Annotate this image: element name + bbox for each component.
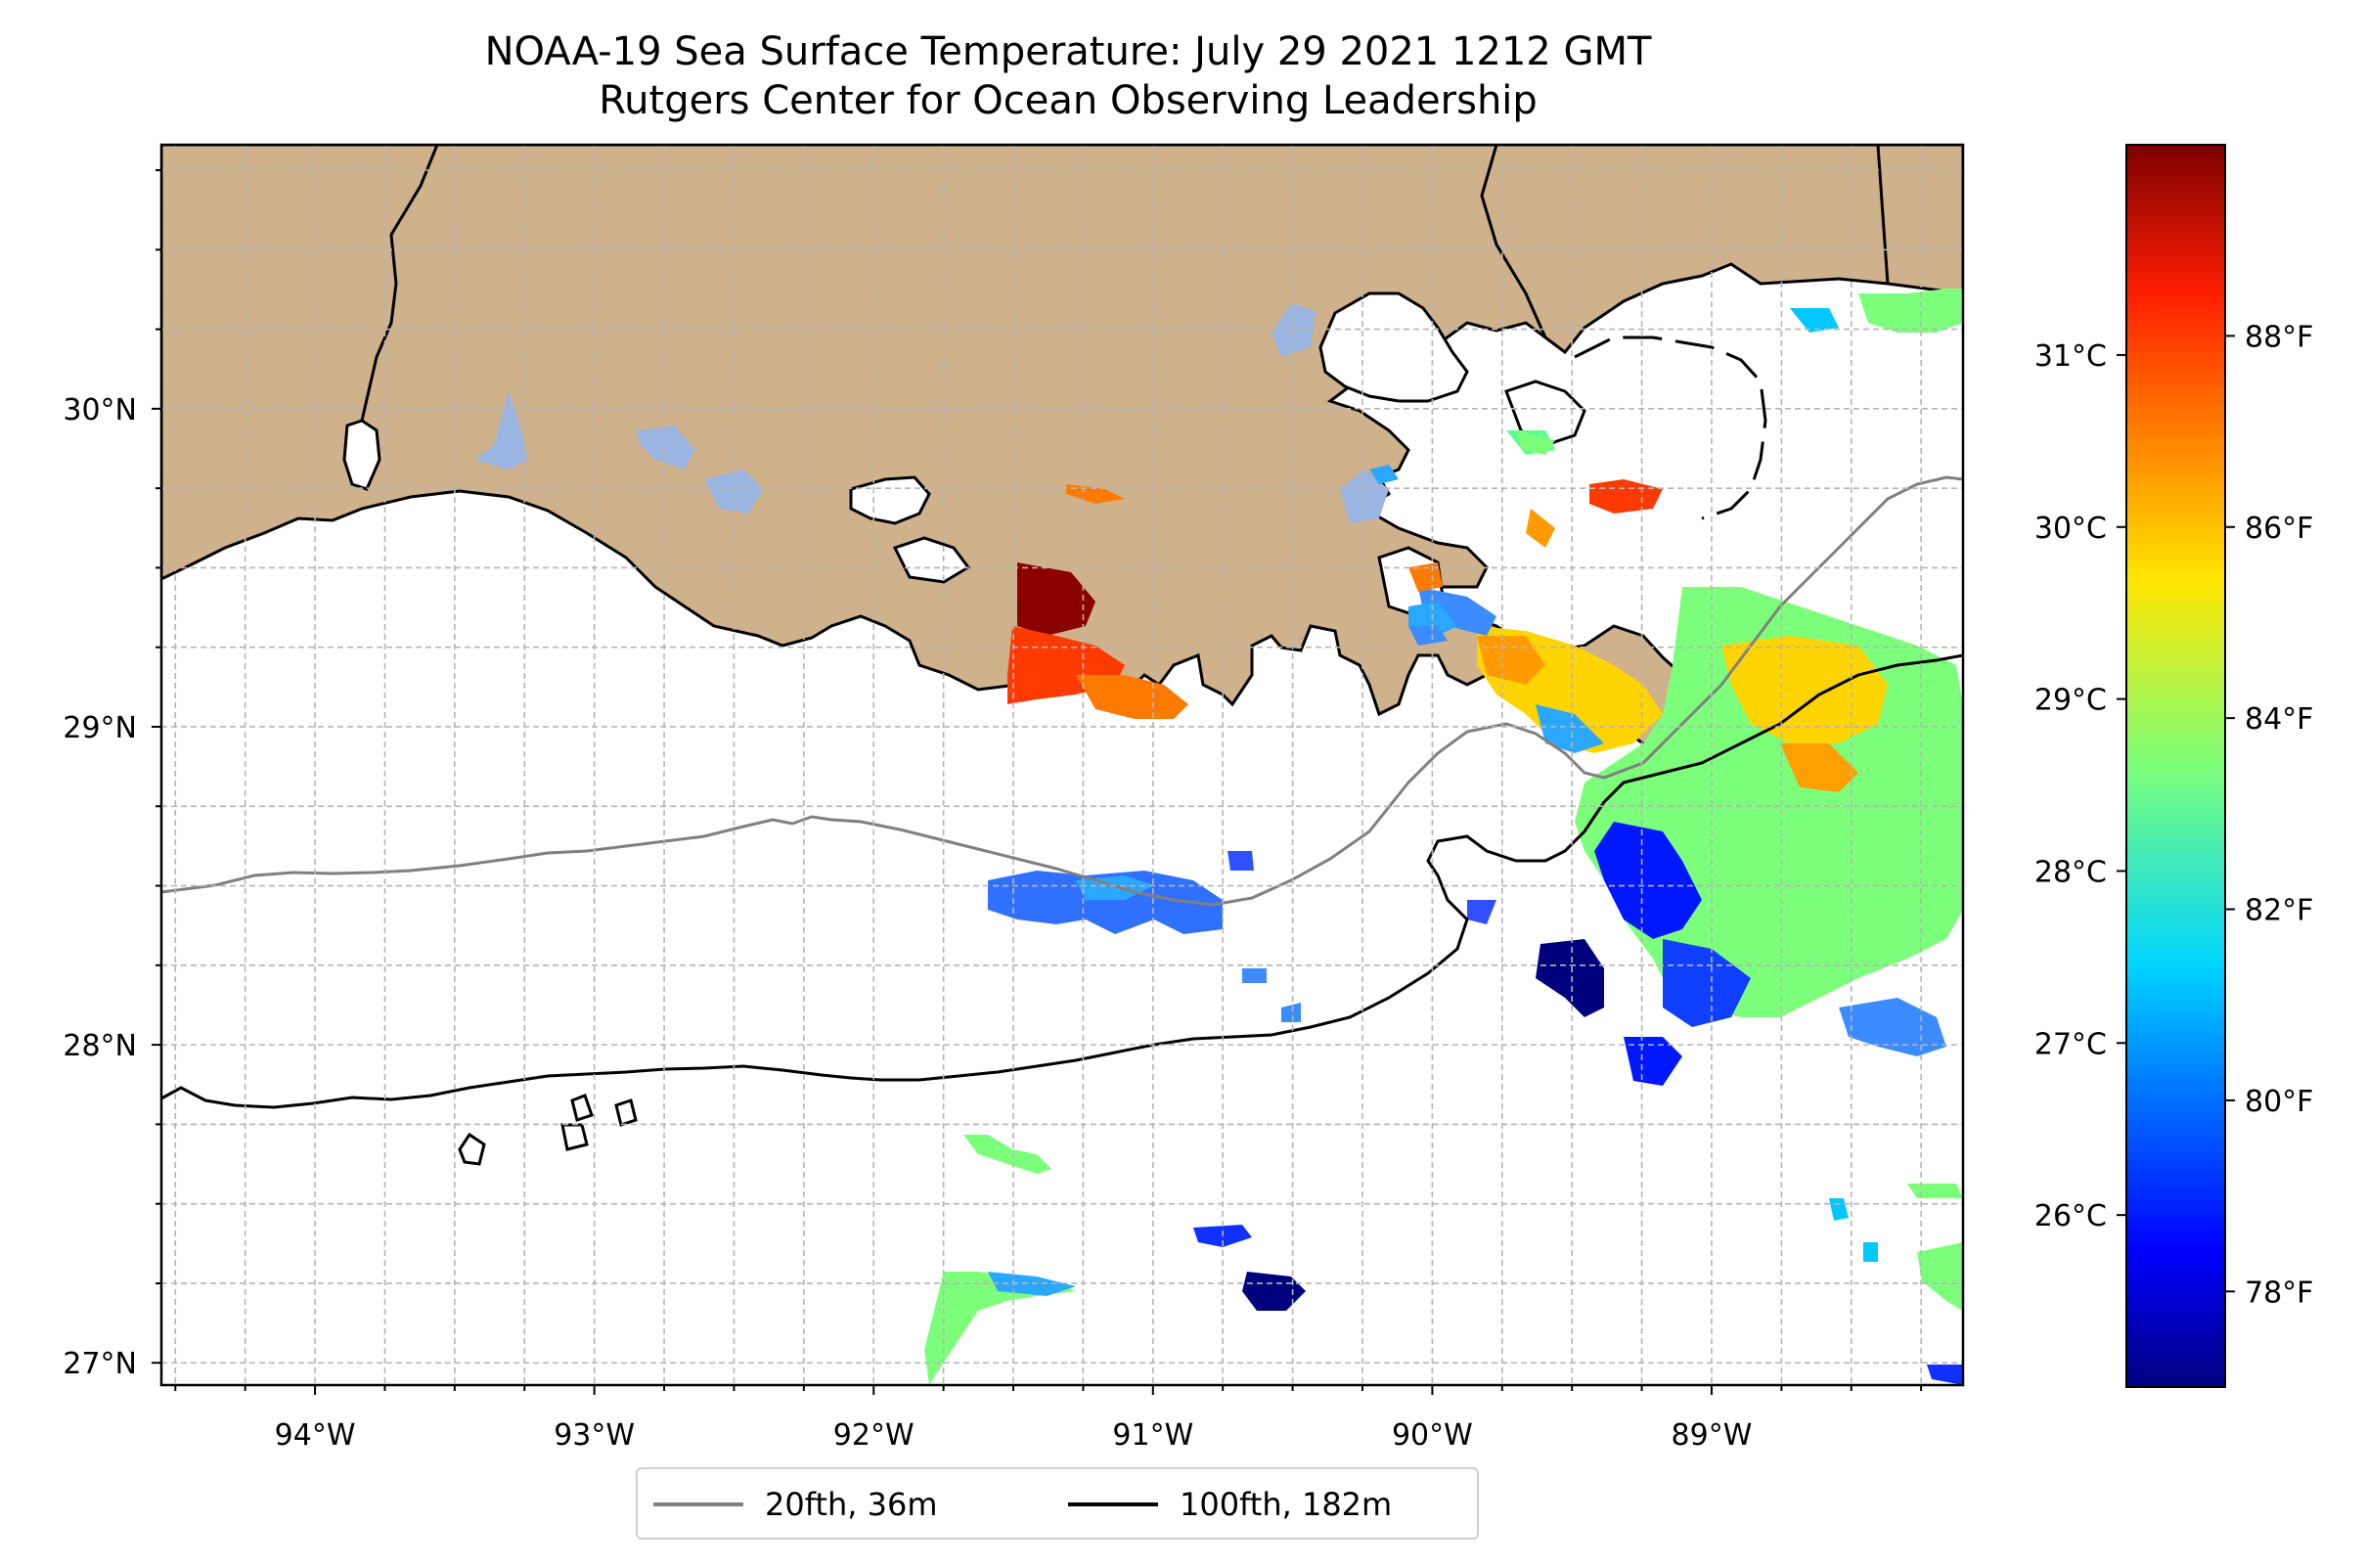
lat-tick-label: 29°N xyxy=(63,711,137,745)
lat-tick-label: 27°N xyxy=(63,1347,137,1381)
colorbar-label-c: 28°C xyxy=(2034,855,2107,889)
legend-label-20fth: 20fth, 36m xyxy=(765,1486,938,1523)
gridlines xyxy=(161,145,1963,1385)
colorbar-label-c: 27°C xyxy=(2034,1027,2107,1061)
lon-tick-label: 90°W xyxy=(1392,1418,1473,1453)
state-border xyxy=(1480,145,1547,338)
inland-lake xyxy=(474,391,528,470)
map-frame xyxy=(159,143,1965,1387)
axis-ticks xyxy=(152,169,1923,1395)
lon-tick-label: 92°W xyxy=(833,1418,915,1453)
colorbar-label-c: 26°C xyxy=(2034,1199,2107,1233)
isobath-100fth xyxy=(614,1098,638,1127)
isobath-100fth xyxy=(161,653,1963,1109)
legend-entry-100fth: 100fth, 182m xyxy=(1068,1485,1392,1524)
colorbar-label-f: 80°F xyxy=(2245,1085,2313,1119)
lon-tick-label: 93°W xyxy=(554,1418,635,1453)
lon-tick-label: 89°W xyxy=(1672,1418,1753,1453)
lake-pontchartrain xyxy=(1318,291,1469,403)
legend-line-20fth xyxy=(653,1502,743,1506)
lon-tick-label: 91°W xyxy=(1112,1418,1193,1453)
title-line-2: Rutgers Center for Ocean Observing Leade… xyxy=(599,78,1538,123)
isobath-100fth xyxy=(458,1132,486,1166)
lon-tick-label: 94°W xyxy=(275,1418,356,1453)
legend-label-100fth: 100fth, 182m xyxy=(1180,1486,1393,1523)
chart-title: NOAA-19 Sea Surface Temperature: July 29… xyxy=(90,27,2046,125)
inland-lake xyxy=(1340,470,1389,523)
legend: 20fth, 36m 100fth, 182m xyxy=(636,1467,1479,1540)
colorbar-label-c: 30°C xyxy=(2034,512,2107,546)
colorbar: 31°C 30°C 29°C 28°C 27°C 26°C 88°F 86°F 84°F 82°… xyxy=(2034,144,2313,1388)
latitude-labels: 30°N 29°N 28°N 27°N xyxy=(63,393,137,1381)
inland-lake xyxy=(636,426,694,470)
colorbar-label-f: 88°F xyxy=(2245,320,2313,354)
lat-tick-label: 28°N xyxy=(63,1029,137,1063)
legend-entry-20fth: 20fth, 36m xyxy=(653,1485,937,1524)
isobath-100fth xyxy=(570,1094,594,1122)
colorbar-label-f: 86°F xyxy=(2245,512,2313,546)
isobath-100fth xyxy=(1574,336,1767,520)
colorbar-label-f: 84°F xyxy=(2245,702,2313,737)
state-border xyxy=(360,145,439,422)
longitude-labels: 94°W 93°W 92°W 91°W 90°W 89°W xyxy=(275,1418,1753,1453)
colorbar-gradient xyxy=(2125,144,2226,1388)
sabine-lake xyxy=(342,419,381,491)
state-border xyxy=(1876,145,1890,285)
title-line-1: NOAA-19 Sea Surface Temperature: July 29… xyxy=(484,29,1652,74)
colorbar-label-f: 78°F xyxy=(2245,1276,2313,1310)
colorbar-celsius-labels: 31°C 30°C 29°C 28°C 27°C 26°C xyxy=(2034,339,2107,1233)
map-area xyxy=(161,145,1963,1385)
inland-lake xyxy=(1272,303,1316,357)
colorbar-label-c: 29°C xyxy=(2034,684,2107,718)
lat-tick-label: 30°N xyxy=(63,393,137,427)
colorbar-label-f: 82°F xyxy=(2245,894,2313,928)
colorbar-label-c: 31°C xyxy=(2034,339,2107,374)
legend-line-100fth xyxy=(1068,1502,1158,1506)
colorbar-fahrenheit-labels: 88°F 86°F 84°F 82°F 80°F 78°F xyxy=(2245,320,2313,1310)
